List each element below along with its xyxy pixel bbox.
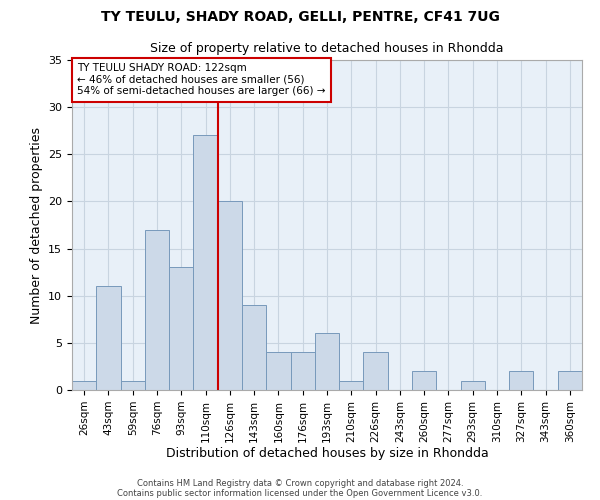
Bar [193, 136, 218, 390]
Bar [266, 352, 290, 390]
Bar [339, 380, 364, 390]
X-axis label: Distribution of detached houses by size in Rhondda: Distribution of detached houses by size … [166, 448, 488, 460]
Y-axis label: Number of detached properties: Number of detached properties [29, 126, 43, 324]
Text: Contains public sector information licensed under the Open Government Licence v3: Contains public sector information licen… [118, 488, 482, 498]
Bar [242, 305, 266, 390]
Bar [169, 268, 193, 390]
Text: TY TEULU, SHADY ROAD, GELLI, PENTRE, CF41 7UG: TY TEULU, SHADY ROAD, GELLI, PENTRE, CF4… [101, 10, 499, 24]
Bar [364, 352, 388, 390]
Bar [461, 380, 485, 390]
Bar [218, 202, 242, 390]
Bar [290, 352, 315, 390]
Bar [72, 380, 96, 390]
Text: Contains HM Land Registry data © Crown copyright and database right 2024.: Contains HM Land Registry data © Crown c… [137, 478, 463, 488]
Title: Size of property relative to detached houses in Rhondda: Size of property relative to detached ho… [150, 42, 504, 54]
Bar [96, 286, 121, 390]
Bar [121, 380, 145, 390]
Bar [315, 334, 339, 390]
Bar [145, 230, 169, 390]
Bar [509, 371, 533, 390]
Bar [558, 371, 582, 390]
Bar [412, 371, 436, 390]
Text: TY TEULU SHADY ROAD: 122sqm
← 46% of detached houses are smaller (56)
54% of sem: TY TEULU SHADY ROAD: 122sqm ← 46% of det… [77, 64, 326, 96]
